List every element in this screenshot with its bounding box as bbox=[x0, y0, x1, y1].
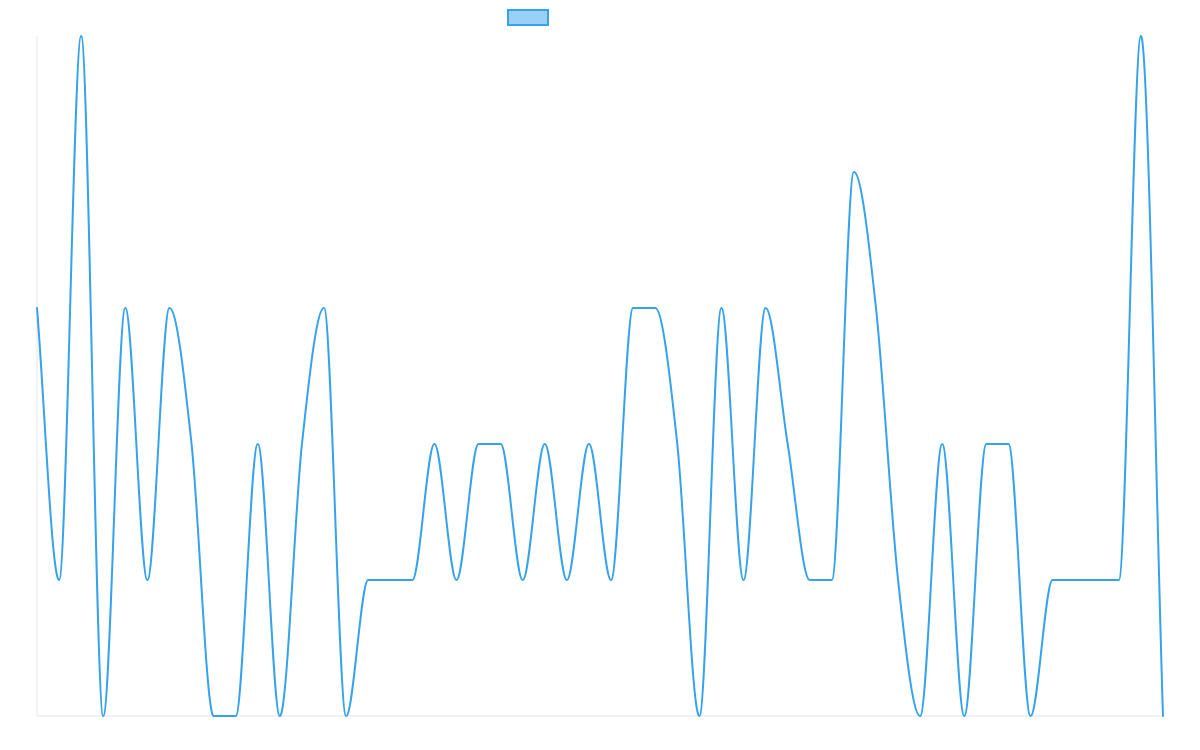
series-group bbox=[36, 35, 1164, 717]
legend-swatch-0[interactable] bbox=[507, 9, 549, 26]
series-line-0 bbox=[36, 35, 1164, 717]
legend bbox=[507, 9, 549, 26]
